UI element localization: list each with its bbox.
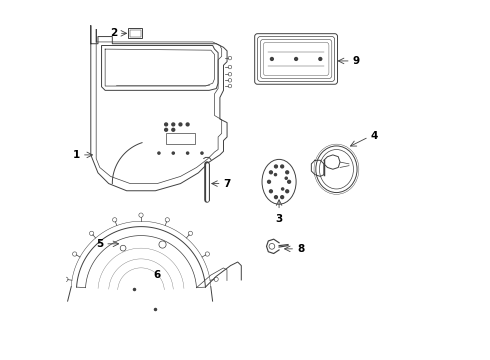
Circle shape xyxy=(165,123,168,126)
Circle shape xyxy=(288,180,291,183)
Text: 8: 8 xyxy=(297,244,304,254)
Circle shape xyxy=(274,165,277,168)
Circle shape xyxy=(179,123,182,126)
Circle shape xyxy=(270,190,272,193)
Circle shape xyxy=(274,196,277,199)
Circle shape xyxy=(172,129,175,131)
Circle shape xyxy=(286,190,289,193)
Text: 3: 3 xyxy=(275,214,283,224)
Circle shape xyxy=(187,152,189,154)
Text: 4: 4 xyxy=(370,131,378,141)
Circle shape xyxy=(186,123,189,126)
Circle shape xyxy=(270,58,273,60)
Circle shape xyxy=(201,152,203,154)
Text: 1: 1 xyxy=(73,150,80,160)
Circle shape xyxy=(268,180,270,183)
Text: 6: 6 xyxy=(153,270,161,280)
Bar xyxy=(130,30,141,37)
Circle shape xyxy=(274,174,276,176)
Text: 7: 7 xyxy=(223,179,231,189)
Text: 5: 5 xyxy=(96,239,103,249)
Circle shape xyxy=(285,177,287,179)
Circle shape xyxy=(319,58,322,60)
Circle shape xyxy=(281,196,284,199)
Circle shape xyxy=(270,171,272,174)
Bar xyxy=(128,28,142,39)
Circle shape xyxy=(172,123,175,126)
Circle shape xyxy=(158,152,160,154)
Text: 2: 2 xyxy=(110,28,117,38)
Circle shape xyxy=(286,171,289,174)
Circle shape xyxy=(282,188,284,190)
Text: 9: 9 xyxy=(353,56,360,66)
Circle shape xyxy=(281,165,284,168)
Circle shape xyxy=(172,152,174,154)
Circle shape xyxy=(165,129,168,131)
Circle shape xyxy=(294,58,297,60)
Bar xyxy=(166,134,195,144)
